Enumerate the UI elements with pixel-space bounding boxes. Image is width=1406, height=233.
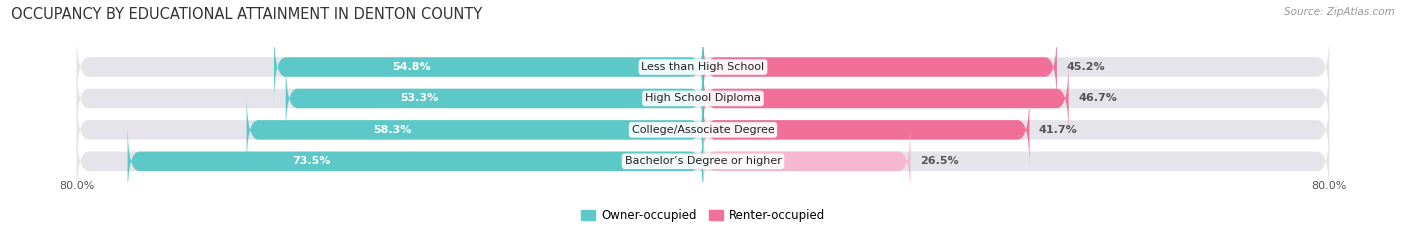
FancyBboxPatch shape (77, 61, 1329, 136)
FancyBboxPatch shape (246, 93, 703, 167)
Text: 26.5%: 26.5% (920, 156, 959, 166)
FancyBboxPatch shape (285, 61, 703, 136)
FancyBboxPatch shape (77, 30, 1329, 104)
Text: Source: ZipAtlas.com: Source: ZipAtlas.com (1284, 7, 1395, 17)
Legend: Owner-occupied, Renter-occupied: Owner-occupied, Renter-occupied (576, 205, 830, 227)
FancyBboxPatch shape (703, 61, 1069, 136)
Text: 73.5%: 73.5% (292, 156, 330, 166)
FancyBboxPatch shape (703, 124, 911, 199)
Text: 46.7%: 46.7% (1078, 93, 1116, 103)
FancyBboxPatch shape (77, 93, 1329, 167)
Text: Less than High School: Less than High School (641, 62, 765, 72)
Text: High School Diploma: High School Diploma (645, 93, 761, 103)
Text: OCCUPANCY BY EDUCATIONAL ATTAINMENT IN DENTON COUNTY: OCCUPANCY BY EDUCATIONAL ATTAINMENT IN D… (11, 7, 482, 22)
FancyBboxPatch shape (128, 124, 703, 199)
Text: Bachelor’s Degree or higher: Bachelor’s Degree or higher (624, 156, 782, 166)
Text: 53.3%: 53.3% (401, 93, 439, 103)
FancyBboxPatch shape (703, 93, 1029, 167)
Text: 41.7%: 41.7% (1039, 125, 1077, 135)
Text: College/Associate Degree: College/Associate Degree (631, 125, 775, 135)
Text: 45.2%: 45.2% (1066, 62, 1105, 72)
Text: 54.8%: 54.8% (392, 62, 430, 72)
FancyBboxPatch shape (703, 30, 1057, 104)
Text: 80.0%: 80.0% (59, 181, 94, 191)
Text: 58.3%: 58.3% (374, 125, 412, 135)
FancyBboxPatch shape (274, 30, 703, 104)
FancyBboxPatch shape (77, 124, 1329, 199)
Text: 80.0%: 80.0% (1312, 181, 1347, 191)
